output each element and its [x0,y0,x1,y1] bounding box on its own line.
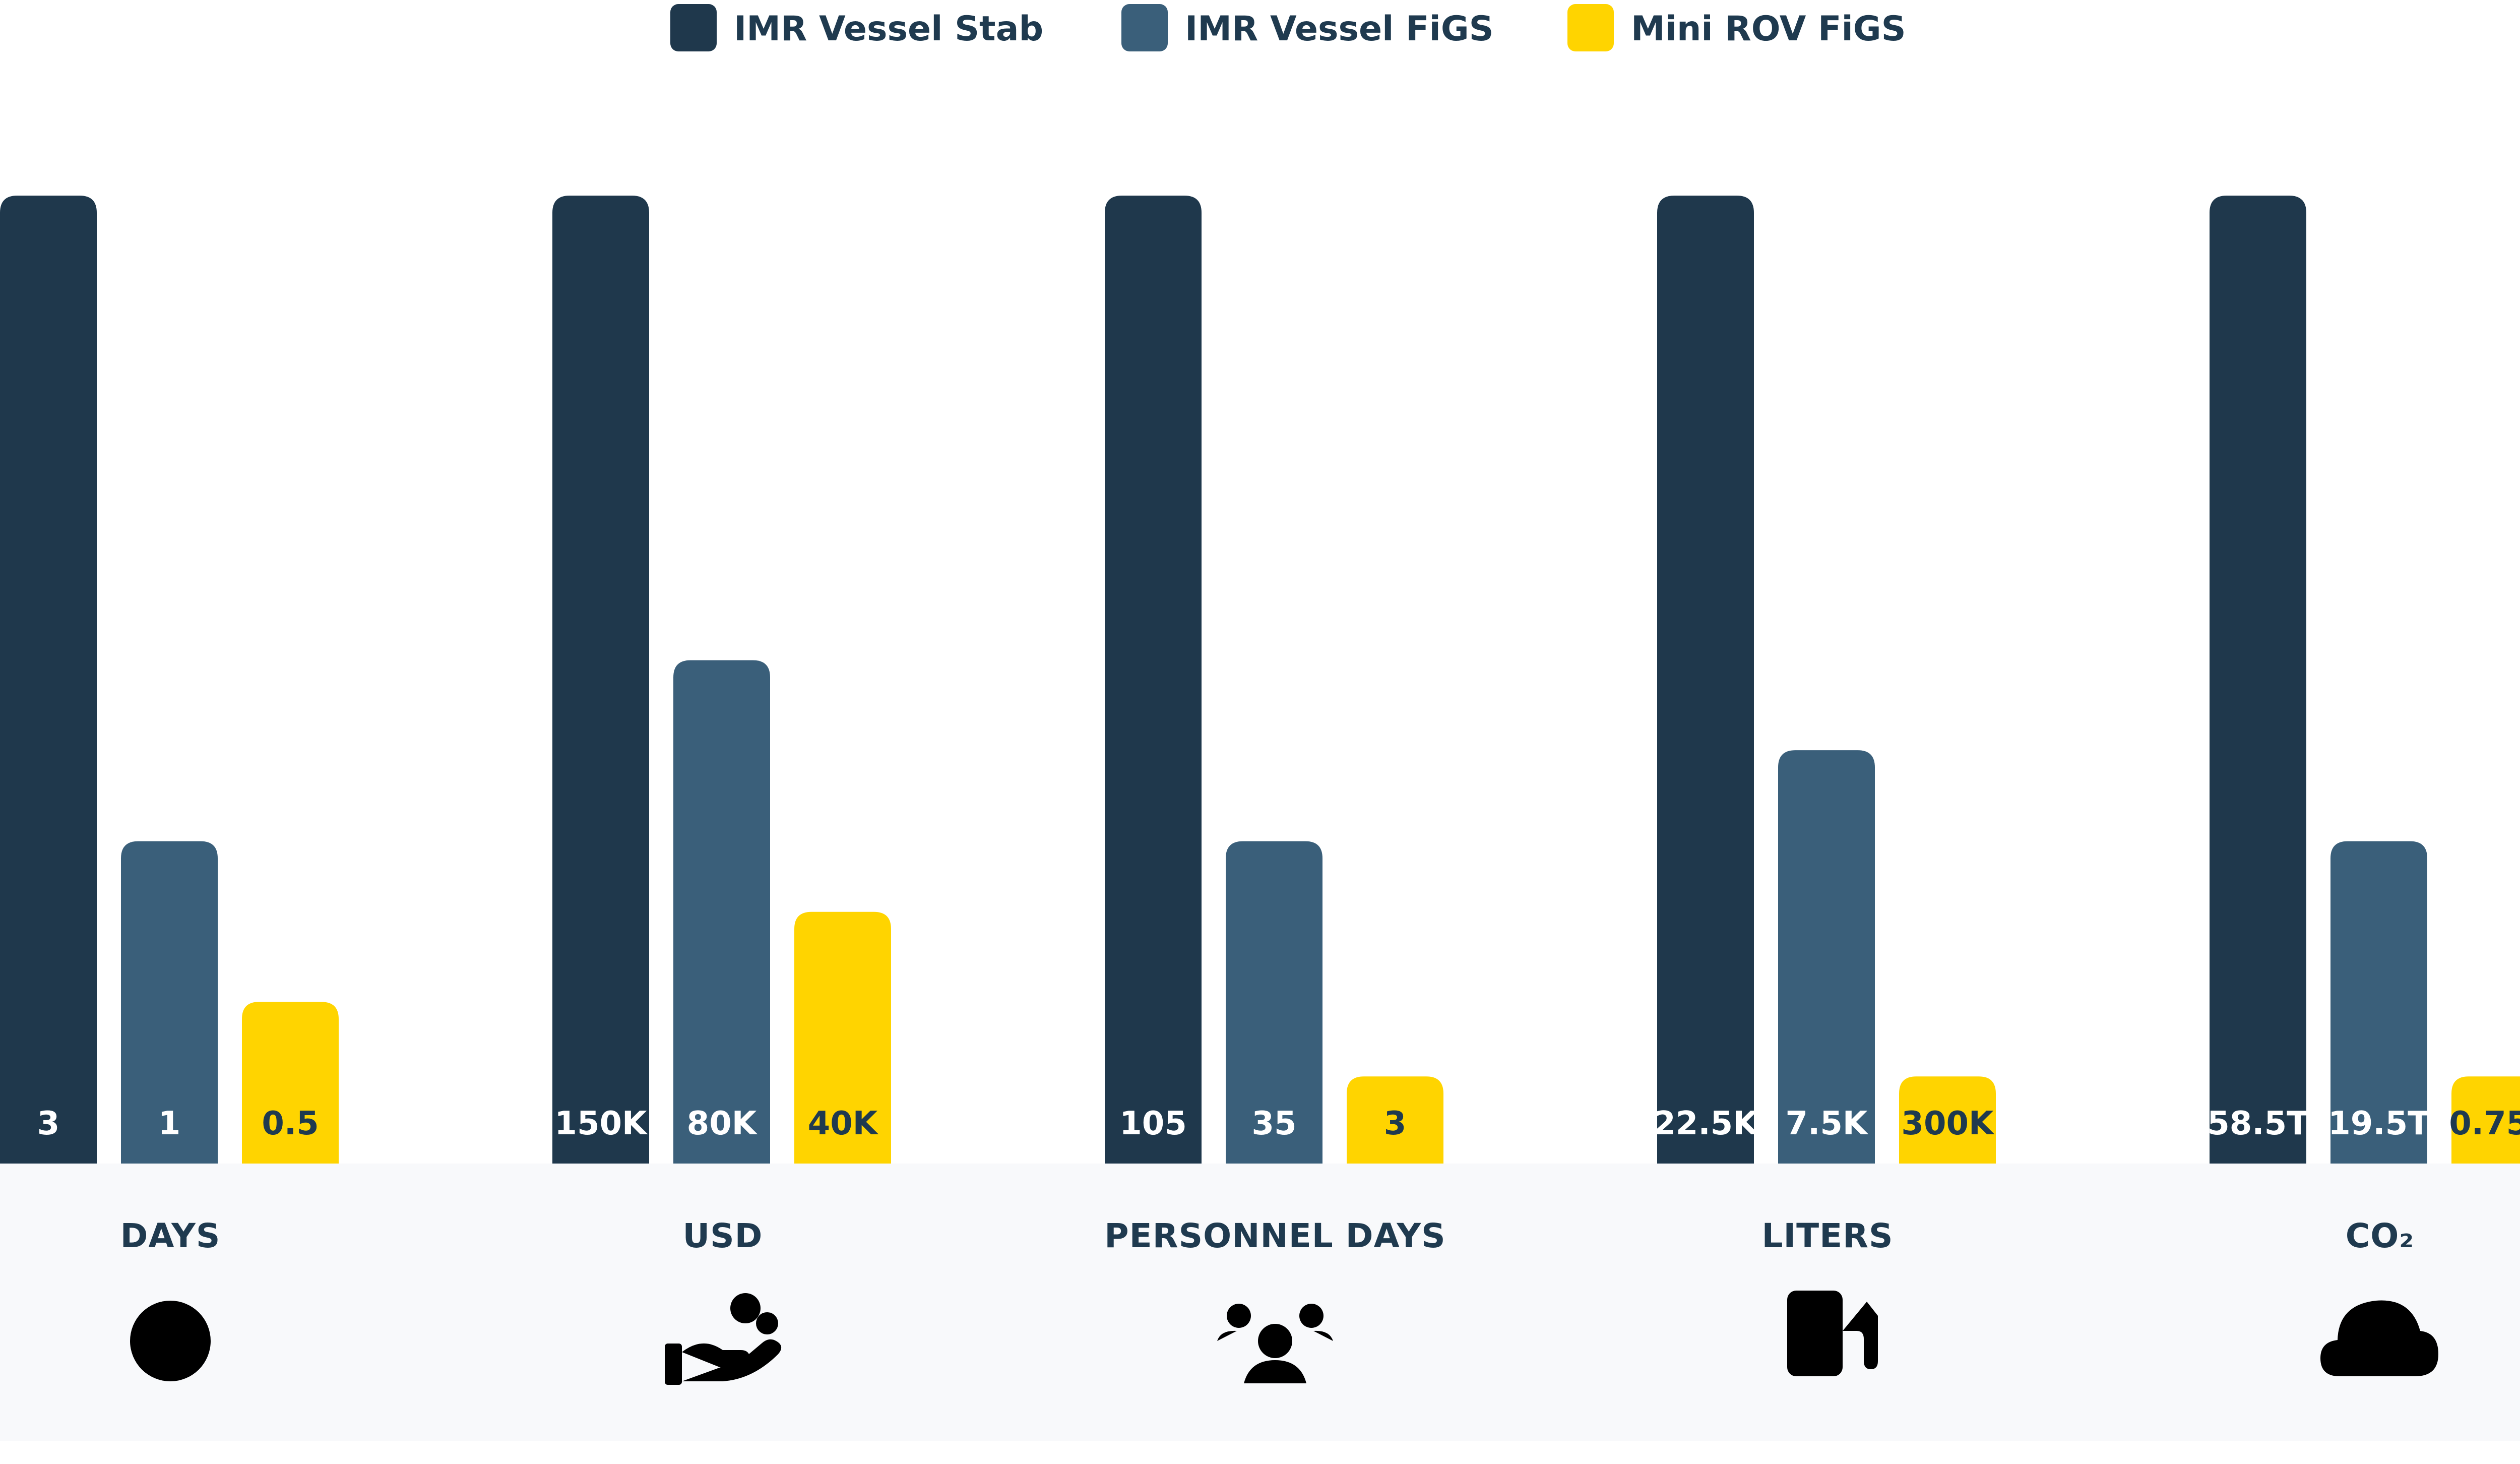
bar [242,1002,339,1164]
legend-item: Mini ROV FiGS [1567,4,1906,51]
category-label: LITERS [1761,1216,1893,1255]
bar [2330,841,2427,1164]
data-label: 80K [687,1105,758,1142]
data-label: 40K [808,1105,879,1142]
legend-swatch [1567,4,1614,51]
bar [121,841,218,1164]
legend-item: IMR Vessel FiGS [1121,4,1494,51]
bar [673,660,770,1164]
data-label: 35 [1251,1105,1296,1142]
data-label: 3 [37,1105,60,1142]
bar [2451,1076,2520,1164]
data-label: 7.5K [1786,1105,1869,1142]
legend-item: IMR Vessel Stab [670,4,1043,51]
legend-swatch [670,4,717,51]
category-panel [0,1164,2520,1441]
data-label: 0.75T [2449,1105,2520,1142]
data-label: 105 [1119,1105,1187,1142]
bar [794,911,891,1164]
data-label: 58.5T [2207,1105,2309,1142]
bar [1899,1076,1996,1164]
data-label: 22.5K [1653,1105,1759,1142]
bar [2210,196,2306,1164]
category-label: DAYS [120,1216,221,1255]
data-label: 150K [554,1105,648,1142]
bar [1657,196,1754,1164]
legend-label: IMR Vessel Stab [734,9,1043,49]
bar [1347,1076,1443,1164]
data-label: 19.5T [2328,1105,2430,1142]
bar [552,196,649,1164]
data-label: 0.5 [262,1105,319,1142]
data-label: 300K [1901,1105,1995,1142]
category-label: CO₂ [2346,1216,2414,1255]
bar [1105,196,1202,1164]
bar [0,196,97,1164]
bars: 3 1 0.5 150K 80K 40K 105 35 3 22.5K 7.5K 300K 58.5T 1… [0,196,2520,1164]
category-labels: DAYS USD PERSONNEL DAYS LITERS CO₂ [120,1216,2438,1385]
category-label: USD [683,1216,763,1255]
data-label: 3 [1384,1105,1407,1142]
bar [1778,750,1875,1164]
legend-swatch [1121,4,1168,51]
legend-label: Mini ROV FiGS [1631,9,1906,49]
data-label: 1 [158,1105,181,1142]
bar [1226,841,1322,1164]
category-label: PERSONNEL DAYS [1104,1216,1445,1255]
legend: IMR Vessel Stab IMR Vessel FiGS Mini ROV F… [670,4,1906,51]
legend-label: IMR Vessel FiGS [1185,9,1494,49]
